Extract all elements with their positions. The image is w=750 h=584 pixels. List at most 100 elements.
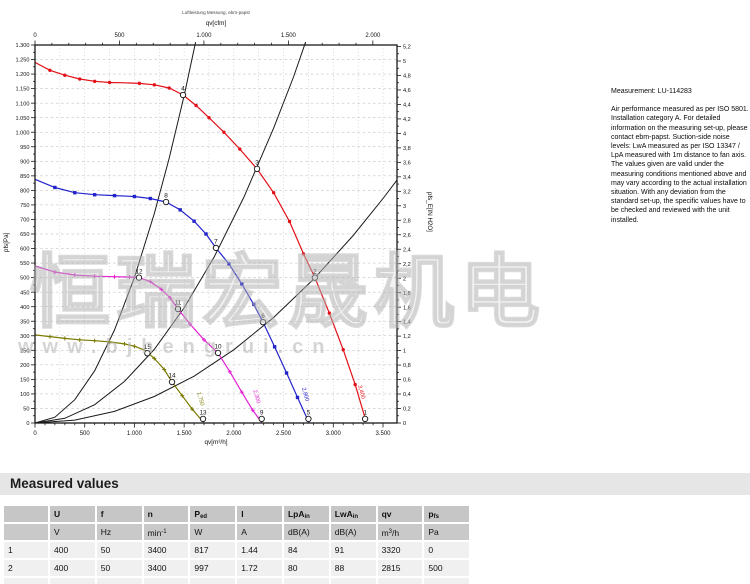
svg-text:5: 5 [403,59,406,65]
table-cell: 91 [330,542,376,558]
operating-point-13: 13 [199,410,207,423]
fan-curve-2300 [34,265,263,423]
table-cell: 997 [190,560,236,576]
svg-text:12: 12 [135,268,143,275]
operating-point-11: 11 [175,300,182,313]
svg-text:950: 950 [20,145,29,151]
table-cell: 1.44 [237,542,282,558]
svg-text:2.000: 2.000 [226,431,242,437]
operating-point-12: 12 [135,268,143,281]
table-cell-partial [377,578,423,584]
svg-text:11: 11 [175,300,182,307]
operating-point-9: 9 [258,410,265,423]
svg-text:5: 5 [307,410,311,417]
svg-text:1,750: 1,750 [195,391,205,406]
svg-text:2,300: 2,300 [251,389,261,404]
svg-text:7: 7 [214,239,218,246]
svg-text:3,8: 3,8 [403,146,411,152]
table-header-cell: LwAin [330,506,376,522]
svg-text:3,2: 3,2 [403,189,411,195]
operating-point-3: 3 [253,160,261,173]
svg-text:2,8: 2,8 [403,218,411,224]
operating-point-1: 1 [361,410,369,423]
table-cell: 3320 [377,542,423,558]
svg-text:pfs_E[IN H2O]: pfs_E[IN H2O] [426,192,433,232]
table-unit-cell: V [50,524,95,540]
svg-text:2,2: 2,2 [403,262,411,268]
svg-text:2,4: 2,4 [403,247,411,253]
table-header-cell: n [143,506,189,522]
table-unit-cell: dB(A) [283,524,329,540]
svg-text:500: 500 [114,33,125,39]
svg-text:1.500: 1.500 [177,431,193,437]
svg-text:qv[cfm]: qv[cfm] [206,20,227,27]
svg-text:10: 10 [214,344,222,351]
svg-text:2: 2 [313,268,317,275]
svg-text:0: 0 [33,431,37,437]
svg-text:1.000: 1.000 [127,431,143,437]
measurement-id: Measurement: LU-114283 [611,88,692,95]
svg-text:3: 3 [403,204,406,210]
table-cell: 50 [96,542,142,558]
svg-text:14: 14 [168,373,176,380]
svg-text:0: 0 [403,421,406,427]
system-curve-1 [34,41,197,424]
table-cell: 3400 [143,542,189,558]
svg-text:pfs[Pa]: pfs[Pa] [3,232,10,252]
svg-text:4: 4 [403,131,406,137]
svg-text:2.000: 2.000 [365,33,381,39]
table-header-cell [4,506,48,522]
fan-curve-3400 [34,61,367,422]
table-cell: 3400 [143,560,189,576]
svg-text:6: 6 [261,313,265,320]
svg-text:1.150: 1.150 [16,87,30,93]
svg-text:750: 750 [20,203,29,209]
fan-curve-2800 [34,178,310,423]
svg-text:1.050: 1.050 [16,116,30,122]
svg-text:2,800: 2,800 [300,387,310,402]
operating-point-10: 10 [214,344,222,357]
svg-text:1.000: 1.000 [16,130,30,136]
svg-text:4,4: 4,4 [403,103,411,109]
svg-text:1.000: 1.000 [196,33,212,39]
svg-text:650: 650 [20,232,29,238]
system-curve-3 [34,179,398,424]
table-header-cell: Ped [190,506,236,522]
operating-point-8: 8 [162,193,170,206]
table-cell: 50 [96,560,142,576]
svg-text:0,4: 0,4 [403,392,411,398]
table-cell: 400 [50,542,95,558]
table-cell: 1 [4,542,48,558]
table-header-cell: f [96,506,142,522]
system-curve-2 [34,41,307,424]
svg-text:100: 100 [20,392,29,398]
svg-text:0,8: 0,8 [403,363,411,369]
svg-text:450: 450 [20,290,29,296]
air-performance-chart: 3,400 2,800 2,300 1,750 0 500 1.000 1.500 2.000 2… [0,0,541,465]
table-unit-cell [4,524,48,540]
svg-text:500: 500 [80,431,91,437]
table-cell: 84 [283,542,329,558]
table-cell: 400 [50,560,95,576]
measured-values-band: Measured values [0,473,750,495]
svg-text:250: 250 [20,348,29,354]
svg-text:2,6: 2,6 [403,233,411,239]
svg-text:4,8: 4,8 [403,74,411,80]
table-header-cell: pfs [424,506,470,522]
svg-text:4,6: 4,6 [403,88,411,94]
svg-text:550: 550 [20,261,29,267]
table-cell: 88 [330,560,376,576]
table-cell-partial [283,578,329,584]
operating-point-5: 5 [305,410,312,423]
svg-text:0: 0 [26,421,29,427]
side-notes: Measurement: LU-114283 Air performance m… [611,87,750,225]
measurement-disclaimer: Air performance measured as per ISO 5801… [611,106,749,224]
svg-text:850: 850 [20,174,29,180]
table-cell-partial [96,578,142,584]
measured-values-title: Measured values [10,476,119,491]
svg-text:2: 2 [403,276,406,282]
svg-text:4,2: 4,2 [403,117,411,123]
svg-text:600: 600 [20,247,29,253]
